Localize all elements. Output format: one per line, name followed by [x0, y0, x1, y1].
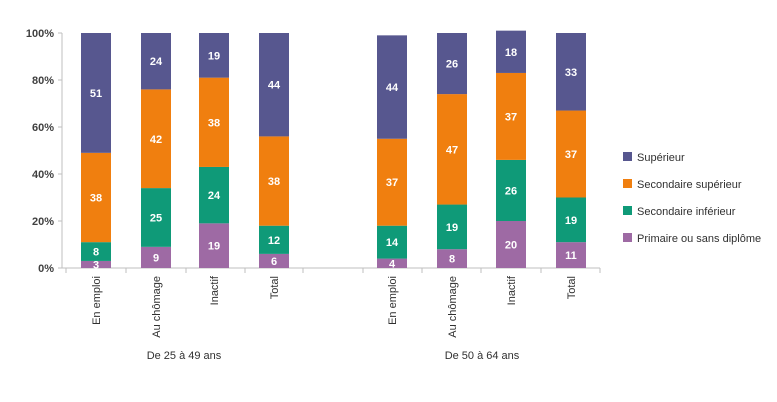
data-label: 8 — [449, 254, 455, 266]
data-label: 47 — [446, 144, 458, 156]
x-category-label: Total — [269, 276, 281, 299]
x-category-label: Au chômage — [151, 276, 163, 338]
bar-segment — [556, 33, 586, 111]
data-label: 11 — [565, 250, 577, 262]
legend-label: Secondaire inférieur — [637, 206, 736, 218]
x-group-label: De 50 à 64 ans — [445, 350, 520, 362]
bar-segment — [199, 223, 229, 268]
legend-label: Supérieur — [637, 152, 685, 164]
x-category-label: Au chômage — [447, 276, 459, 338]
legend: Supérieur Secondaire supérieur Secondaire … — [623, 152, 761, 245]
bar-segment — [199, 166, 229, 224]
data-label: 19 — [446, 222, 458, 234]
bar-segment — [141, 246, 171, 268]
data-label: 42 — [150, 134, 162, 146]
data-label: 37 — [505, 111, 517, 123]
x-category-label: Inactif — [506, 275, 518, 305]
legend-swatch — [623, 179, 632, 188]
y-tick-label: 20% — [32, 216, 54, 228]
y-tick-label: 40% — [32, 169, 54, 181]
data-label: 19 — [565, 215, 577, 227]
legend-swatch — [623, 152, 632, 161]
bar-segment — [437, 204, 467, 250]
bar-segment — [437, 33, 467, 95]
bar-segment — [199, 77, 229, 167]
data-label: 37 — [386, 177, 398, 189]
data-label: 51 — [90, 88, 102, 100]
data-label: 8 — [93, 247, 99, 259]
bar-segment — [496, 221, 526, 268]
bar-segment — [437, 249, 467, 268]
x-group-label: De 25 à 49 ans — [147, 350, 222, 362]
x-category-label: Inactif — [209, 275, 221, 305]
x-category-label: En emploi — [91, 276, 103, 325]
legend-label: Secondaire supérieur — [637, 179, 742, 191]
legend-label: Primaire ou sans diplôme — [637, 233, 761, 245]
legend-swatch — [623, 233, 632, 242]
data-label: 19 — [208, 241, 220, 253]
y-tick-label: 0% — [38, 263, 54, 275]
data-label: 26 — [505, 185, 517, 197]
data-label: 37 — [565, 149, 577, 161]
data-label: 6 — [271, 256, 277, 268]
data-label: 33 — [565, 67, 577, 79]
data-label: 12 — [268, 235, 280, 247]
data-label: 14 — [386, 237, 399, 249]
bar-segment — [199, 33, 229, 78]
bar-segment — [141, 188, 171, 247]
data-label: 25 — [150, 212, 162, 224]
x-category-label: En emploi — [387, 276, 399, 325]
data-label: 24 — [150, 56, 163, 68]
data-label: 3 — [93, 259, 99, 271]
data-label: 19 — [208, 50, 220, 62]
y-tick-label: 60% — [32, 122, 54, 134]
data-label: 9 — [153, 252, 159, 264]
bar-segment — [496, 159, 526, 221]
data-label: 44 — [386, 82, 399, 94]
bar-segment — [496, 72, 526, 160]
data-label: 26 — [446, 59, 458, 71]
bar-segment — [377, 35, 407, 139]
bar-segment — [81, 242, 111, 261]
y-tick-label: 100% — [26, 28, 54, 40]
legend-swatch — [623, 206, 632, 215]
bar-segment — [437, 94, 467, 205]
data-label: 44 — [268, 80, 281, 92]
bars: 3838519254224192438196123844414374481947… — [81, 30, 586, 271]
data-label: 38 — [90, 193, 102, 205]
bar-segment — [496, 30, 526, 73]
bar-segment — [556, 242, 586, 268]
data-label: 18 — [505, 47, 517, 59]
bar-segment — [377, 225, 407, 259]
bar-segment — [556, 197, 586, 243]
data-label: 38 — [208, 117, 220, 129]
data-label: 20 — [505, 240, 517, 252]
bar-segment — [377, 258, 407, 268]
bar-segment — [377, 138, 407, 226]
bar-segment — [141, 33, 171, 90]
bar-segment — [81, 152, 111, 243]
bar-segment — [259, 33, 289, 137]
y-tick-label: 80% — [32, 75, 54, 87]
data-label: 4 — [389, 258, 396, 270]
bar-segment — [556, 110, 586, 198]
category-labels: En emploi Au chômage Inactif Total De 25 à 4… — [91, 275, 578, 362]
bar-segment — [81, 33, 111, 153]
bar-segment — [259, 225, 289, 254]
data-label: 38 — [268, 176, 280, 188]
bar-segment — [259, 136, 289, 226]
bar-segment — [141, 89, 171, 189]
data-label: 24 — [208, 190, 221, 202]
bar-segment — [81, 260, 111, 268]
bar-segment — [259, 253, 289, 268]
x-category-label: Total — [566, 276, 578, 299]
